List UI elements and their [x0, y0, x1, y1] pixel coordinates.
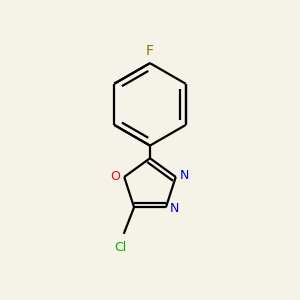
Text: N: N — [180, 169, 189, 182]
Text: O: O — [110, 169, 120, 183]
Text: N: N — [170, 202, 179, 215]
Text: Cl: Cl — [115, 241, 127, 254]
Text: F: F — [146, 44, 154, 58]
